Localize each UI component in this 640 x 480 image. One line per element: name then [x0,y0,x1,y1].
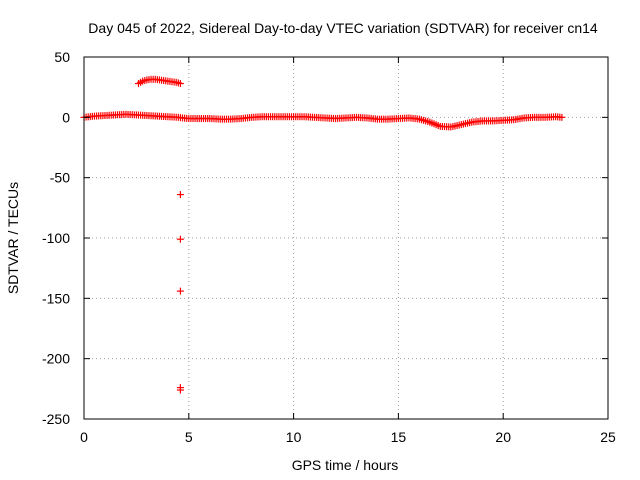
x-axis-label: GPS time / hours [292,457,399,473]
y-tick-label: -250 [42,411,70,427]
x-tick-label: 10 [286,429,302,445]
y-tick-label: -150 [42,290,70,306]
data-point [176,80,184,88]
chart-title: Day 045 of 2022, Sidereal Day-to-day VTE… [88,20,598,36]
data-points [80,75,566,394]
plot-frame [83,56,609,420]
axis-ticks [83,56,609,420]
y-tick-labels: -250 -200 -150 -100 -50 0 50 [42,49,70,427]
y-tick-label: -100 [42,230,70,246]
x-tick-label: 0 [80,429,88,445]
grid-lines [84,57,608,419]
data-point [176,191,184,199]
x-tick-label: 20 [495,429,511,445]
data-point [176,386,184,394]
data-point [176,235,184,243]
data-point [176,287,184,295]
y-axis-label: SDTVAR / TECUs [5,182,21,294]
x-tick-labels: 0 5 10 15 20 25 [80,429,616,445]
x-tick-label: 5 [185,429,193,445]
data-point [558,113,566,121]
y-tick-label: 50 [54,49,70,65]
x-tick-label: 15 [391,429,407,445]
x-tick-label: 25 [600,429,616,445]
y-tick-label: -50 [50,170,70,186]
y-tick-label: 0 [62,109,70,125]
y-tick-label: -200 [42,351,70,367]
